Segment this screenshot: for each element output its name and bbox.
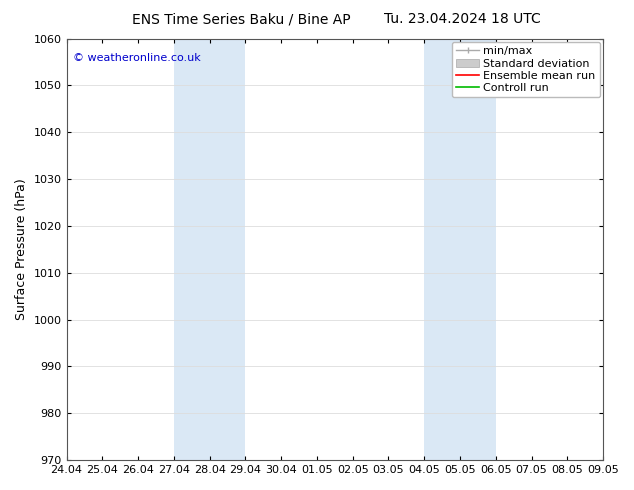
Text: Tu. 23.04.2024 18 UTC: Tu. 23.04.2024 18 UTC	[384, 12, 541, 26]
Legend: min/max, Standard deviation, Ensemble mean run, Controll run: min/max, Standard deviation, Ensemble me…	[452, 42, 600, 98]
Text: © weatheronline.co.uk: © weatheronline.co.uk	[73, 53, 201, 63]
Text: ENS Time Series Baku / Bine AP: ENS Time Series Baku / Bine AP	[132, 12, 350, 26]
Bar	[424, 39, 496, 460]
Y-axis label: Surface Pressure (hPa): Surface Pressure (hPa)	[15, 178, 28, 320]
Bar	[174, 39, 245, 460]
